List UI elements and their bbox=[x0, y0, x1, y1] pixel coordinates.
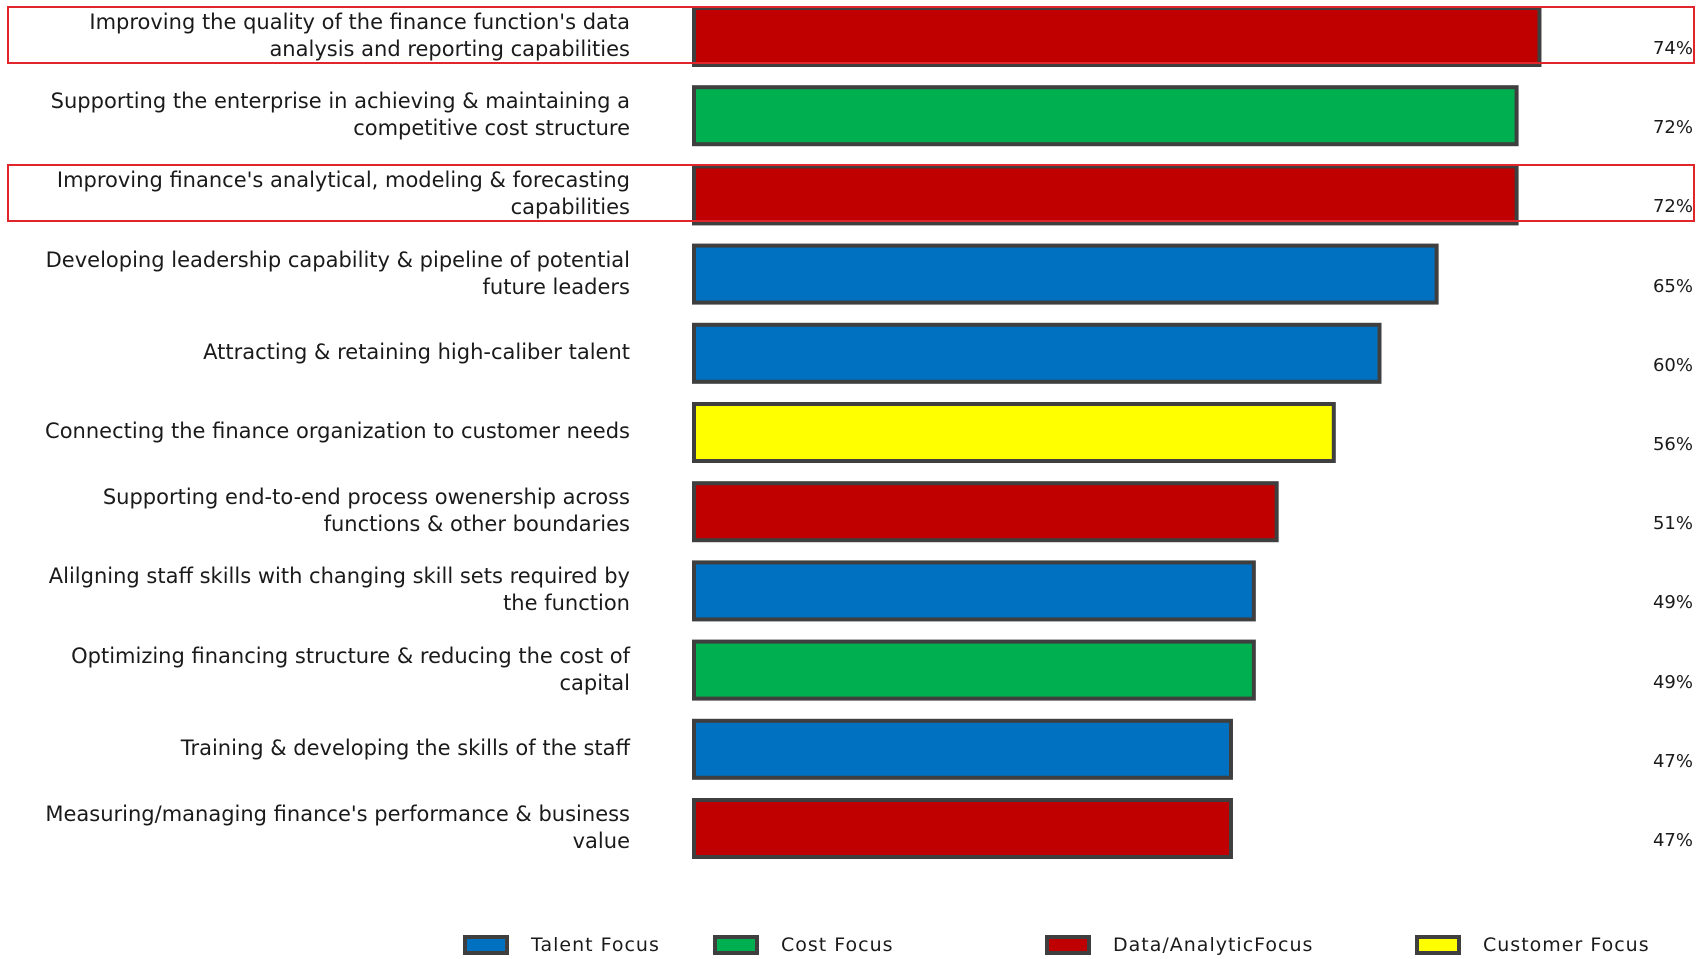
category-label: Optimizing financing structure & reducin… bbox=[71, 643, 630, 695]
legend-label: Data/AnalyticFocus bbox=[1113, 934, 1314, 956]
bar-6 bbox=[692, 402, 1336, 463]
value-label: 49% bbox=[1652, 671, 1693, 693]
bar-8 bbox=[692, 560, 1256, 622]
legend-item-customer: Customer Focus bbox=[1415, 932, 1650, 958]
category-label: Connecting the finance organization to c… bbox=[45, 419, 630, 443]
category-label: Training & developing the skills of the … bbox=[180, 735, 630, 760]
value-label: 47% bbox=[1652, 750, 1693, 772]
legend-label: Cost Focus bbox=[781, 934, 894, 956]
legend-swatch bbox=[713, 935, 759, 955]
value-label: 74% bbox=[1652, 38, 1693, 59]
bar-9 bbox=[692, 639, 1256, 701]
legend-swatch bbox=[1045, 935, 1091, 955]
category-label: Alilgning staff skills with changing ski… bbox=[48, 564, 630, 616]
bar-10 bbox=[692, 718, 1233, 780]
value-label: 51% bbox=[1652, 513, 1693, 535]
bar-2 bbox=[692, 85, 1519, 147]
legend-label: Talent Focus bbox=[531, 934, 660, 956]
category-label: Improving the quality of the finance fun… bbox=[89, 10, 630, 61]
legend-item-talent: Talent Focus bbox=[463, 932, 660, 958]
value-label: 72% bbox=[1652, 196, 1693, 218]
category-label: Supporting end-to-end process owenership… bbox=[102, 485, 630, 537]
value-label: 56% bbox=[1652, 434, 1693, 455]
legend-item-data: Data/AnalyticFocus bbox=[1045, 932, 1313, 958]
value-label: 49% bbox=[1652, 592, 1693, 614]
value-label: 65% bbox=[1652, 275, 1693, 297]
category-label: Supporting the enterprise in achieving &… bbox=[50, 89, 630, 141]
category-label: Improving finance's analytical, modeling… bbox=[56, 168, 630, 220]
category-label: Measuring/managing finance's performance… bbox=[45, 802, 630, 853]
legend-swatch bbox=[463, 935, 509, 955]
bar-4 bbox=[692, 243, 1439, 305]
category-label: Developing leadership capability & pipel… bbox=[45, 247, 630, 299]
legend-item-cost: Cost Focus bbox=[713, 932, 894, 958]
value-label: 60% bbox=[1652, 354, 1693, 376]
bar-11 bbox=[692, 798, 1233, 859]
value-label: 72% bbox=[1652, 117, 1693, 139]
legend-label: Customer Focus bbox=[1483, 934, 1650, 956]
bar-5 bbox=[692, 322, 1382, 384]
bar-1 bbox=[692, 6, 1542, 67]
value-label: 47% bbox=[1652, 830, 1693, 851]
category-label: Attracting & retaining high-caliber tale… bbox=[203, 339, 630, 364]
bar-3 bbox=[692, 164, 1519, 226]
bar-7 bbox=[692, 481, 1279, 543]
legend-swatch bbox=[1415, 935, 1461, 955]
